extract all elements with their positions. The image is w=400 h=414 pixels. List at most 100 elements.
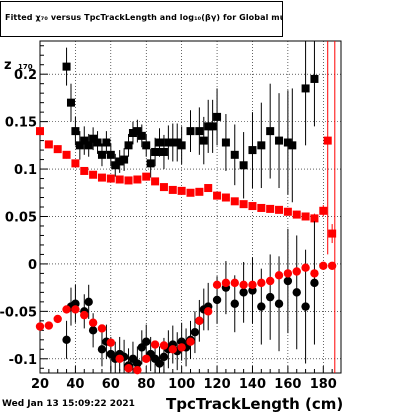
data-point-square bbox=[106, 174, 115, 183]
data-point-circle bbox=[257, 302, 266, 311]
x-tick-label: 160 bbox=[274, 377, 301, 392]
data-point-circle bbox=[106, 338, 116, 347]
data-point-circle bbox=[248, 280, 257, 289]
data-point-square bbox=[173, 138, 182, 147]
data-point-square bbox=[164, 138, 173, 147]
data-point-circle bbox=[257, 278, 266, 288]
data-point-square bbox=[257, 203, 266, 212]
data-point-square bbox=[323, 136, 332, 145]
data-point-square bbox=[213, 112, 222, 121]
data-point-square bbox=[301, 84, 310, 93]
data-point-square bbox=[80, 166, 89, 175]
data-point-square bbox=[71, 159, 80, 168]
data-point-circle bbox=[88, 318, 98, 327]
data-point-square bbox=[208, 122, 217, 131]
data-point-square bbox=[53, 145, 62, 154]
data-point-circle bbox=[115, 354, 124, 363]
data-point-square bbox=[248, 146, 257, 155]
data-point-square bbox=[195, 187, 204, 196]
data-point-circle bbox=[159, 352, 169, 362]
y-axis-title-subscript: 170 bbox=[18, 63, 33, 71]
data-point-square bbox=[106, 150, 115, 159]
data-point-square bbox=[93, 138, 102, 147]
data-point-square bbox=[195, 127, 204, 136]
data-point-circle bbox=[292, 267, 301, 276]
data-point-circle bbox=[53, 314, 62, 324]
data-point-square bbox=[66, 98, 75, 107]
title-box: Fitted χ₇₀ versus TpcTrackLength and log… bbox=[0, 1, 283, 37]
data-point-square bbox=[248, 202, 257, 211]
data-point-square bbox=[328, 229, 337, 238]
data-point-circle bbox=[327, 261, 337, 271]
data-point-square bbox=[133, 175, 142, 184]
x-tick-label: 80 bbox=[137, 377, 155, 392]
data-point-circle bbox=[190, 328, 200, 337]
data-point-square bbox=[89, 134, 98, 143]
data-point-circle bbox=[274, 299, 284, 308]
data-point-square bbox=[142, 172, 151, 181]
data-point-circle bbox=[310, 278, 319, 288]
data-point-circle bbox=[133, 359, 142, 368]
data-point-circle bbox=[239, 280, 248, 289]
data-point-circle bbox=[283, 276, 293, 286]
data-point-circle bbox=[239, 288, 248, 297]
data-point-square bbox=[275, 136, 284, 145]
data-point-square bbox=[97, 150, 106, 159]
y-tick-label: -0.1 bbox=[9, 353, 37, 368]
data-point-square bbox=[124, 141, 133, 150]
data-point-square bbox=[111, 161, 120, 170]
data-point-square bbox=[36, 127, 44, 136]
data-point-square bbox=[283, 207, 292, 216]
data-point-square bbox=[204, 184, 213, 193]
data-point-square bbox=[133, 127, 142, 136]
data-point-square bbox=[168, 138, 177, 147]
data-point-circle bbox=[195, 316, 204, 326]
x-tick-label: 120 bbox=[203, 377, 230, 392]
data-point-circle bbox=[97, 345, 107, 354]
data-point-circle bbox=[44, 321, 54, 330]
data-point-square bbox=[230, 197, 239, 206]
data-point-square bbox=[137, 131, 146, 140]
data-point-square bbox=[80, 136, 89, 145]
data-point-circle bbox=[62, 335, 71, 344]
data-point-square bbox=[310, 214, 319, 223]
data-point-square bbox=[124, 176, 133, 185]
y-tick-label: 0.15 bbox=[5, 116, 37, 131]
data-point-square bbox=[221, 138, 230, 147]
data-point-square bbox=[239, 161, 248, 170]
data-point-circle bbox=[80, 310, 89, 320]
data-point-circle bbox=[230, 299, 239, 308]
data-point-circle bbox=[212, 280, 222, 289]
y-tick-label: 0.1 bbox=[14, 163, 37, 178]
data-point-square bbox=[151, 147, 160, 156]
data-point-circle bbox=[212, 295, 222, 305]
data-point-square bbox=[319, 206, 328, 215]
data-point-square bbox=[177, 141, 186, 150]
y-tick-label: 0.05 bbox=[5, 210, 37, 225]
data-point-circle bbox=[35, 322, 45, 331]
data-point-square bbox=[266, 204, 275, 213]
data-point-square bbox=[283, 138, 292, 147]
x-tick-label: 20 bbox=[31, 377, 49, 392]
data-point-circle bbox=[71, 305, 80, 314]
data-point-square bbox=[62, 150, 71, 159]
data-point-square bbox=[62, 62, 71, 71]
data-point-circle bbox=[274, 271, 284, 280]
data-point-square bbox=[120, 155, 129, 164]
data-point-circle bbox=[97, 324, 107, 333]
y-tick-label: 0 bbox=[28, 258, 37, 273]
data-point-circle bbox=[265, 276, 275, 286]
x-tick-label: 60 bbox=[102, 377, 120, 392]
data-point-circle bbox=[319, 261, 328, 271]
data-point-circle bbox=[88, 326, 98, 335]
data-point-square bbox=[204, 122, 213, 131]
data-point-square bbox=[115, 157, 124, 166]
data-point-square bbox=[186, 188, 195, 197]
x-axis-title: TpcTrackLength (cm) bbox=[166, 395, 344, 413]
data-point-circle bbox=[230, 278, 239, 288]
data-point-square bbox=[128, 129, 137, 138]
y-axis-title: z bbox=[4, 58, 12, 73]
y-tick-label: -0.05 bbox=[0, 305, 37, 320]
